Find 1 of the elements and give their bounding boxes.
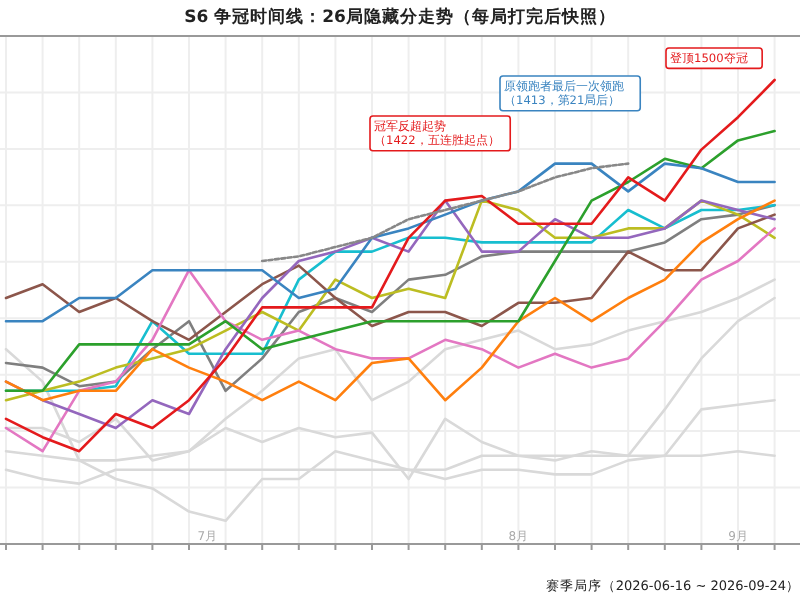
chart-title: S6 争冠时间线：26局隐藏分走势（每局打完后快照） [184, 6, 616, 28]
